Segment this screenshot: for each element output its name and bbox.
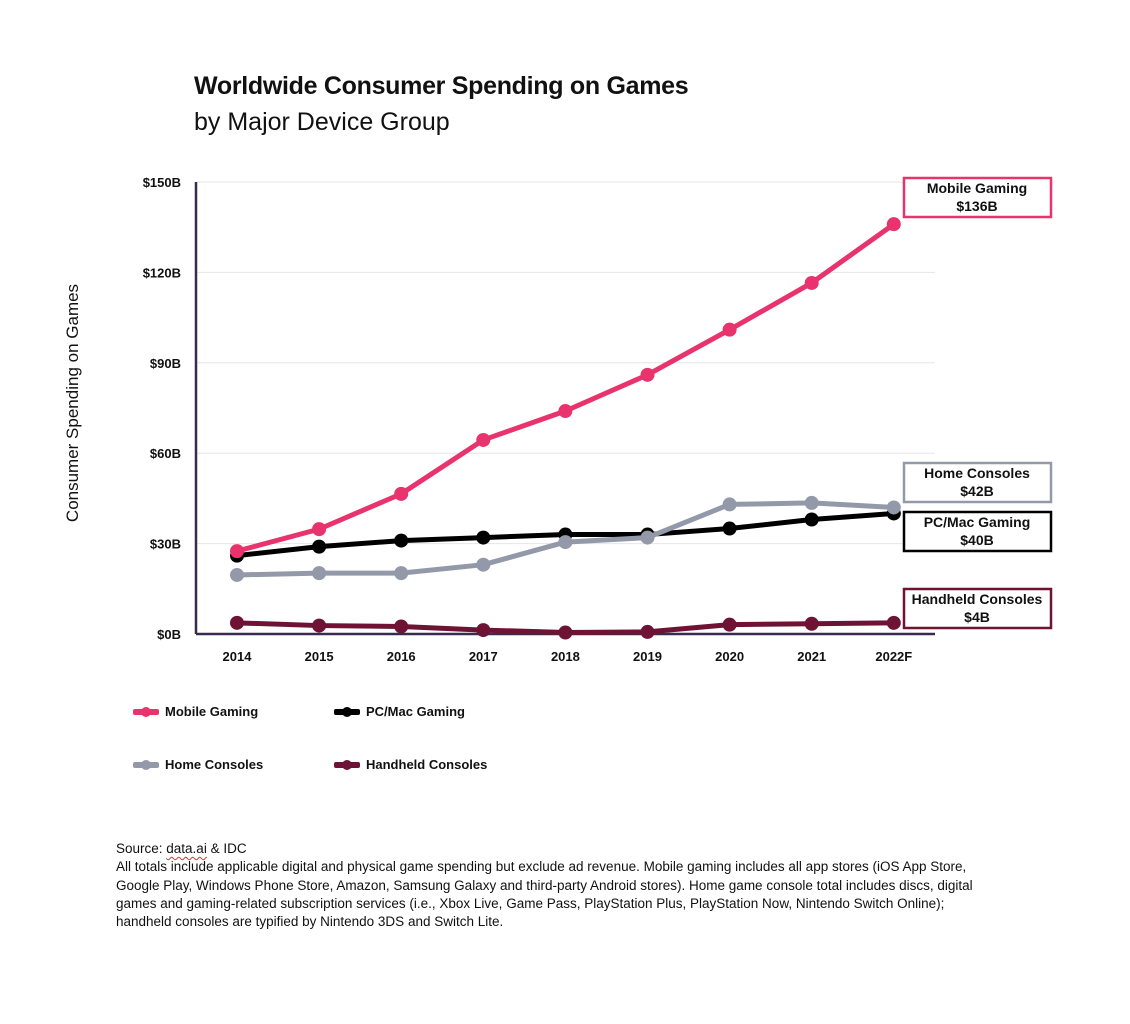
legend-item-mobile-gaming[interactable]: Mobile Gaming <box>133 704 258 719</box>
callout-box <box>902 510 1053 553</box>
series-mobile-gaming <box>230 217 901 559</box>
data-point <box>640 530 655 545</box>
data-point <box>640 624 655 639</box>
gridlines <box>196 181 935 545</box>
y-axis-ticks: $0B $30B $60B $90B $120B $150B <box>143 175 181 642</box>
chart-subtitle: by Major Device Group <box>194 108 450 136</box>
data-point <box>558 404 573 419</box>
data-point <box>394 486 409 501</box>
data-point <box>476 530 491 545</box>
x-tick-label: 2017 <box>469 649 498 664</box>
data-point <box>722 521 737 536</box>
data-point <box>230 544 244 559</box>
callout-label: Mobile Gaming <box>927 180 1027 196</box>
x-tick-label: 2018 <box>551 649 580 664</box>
callout-mobile-gaming: Mobile Gaming $136B <box>902 176 1053 219</box>
chart-title: Worldwide Consumer Spending on Games <box>194 72 689 100</box>
source-line: Source: data.ai & IDC <box>116 840 976 858</box>
callout-value: $4B <box>964 609 990 625</box>
data-point <box>230 615 244 630</box>
footnote: Source: data.ai & IDC All totals include… <box>116 840 976 931</box>
callout-pc-mac-gaming: PC/Mac Gaming $40B <box>902 510 1053 553</box>
data-point <box>886 615 901 630</box>
data-point <box>804 275 819 290</box>
callout-label: PC/Mac Gaming <box>924 514 1031 530</box>
legend-swatch-icon <box>334 759 360 770</box>
data-point <box>312 522 327 537</box>
callout-value: $136B <box>956 198 997 214</box>
data-point <box>476 557 491 572</box>
source-link[interactable]: data.ai <box>166 841 207 856</box>
x-tick-label: 2020 <box>715 649 744 664</box>
callouts: Mobile Gaming $136B Home Consoles $42B PC/Ma… <box>902 176 1053 630</box>
callout-value: $40B <box>960 532 993 548</box>
callout-box <box>902 587 1053 630</box>
footnote-body: All totals include applicable digital an… <box>116 859 973 930</box>
source-suffix: & IDC <box>206 841 247 856</box>
data-point <box>804 495 819 510</box>
data-point <box>312 618 327 633</box>
x-tick-label: 2019 <box>633 649 662 664</box>
data-point <box>640 367 655 382</box>
legend-swatch-icon <box>133 759 159 770</box>
legend-label: Handheld Consoles <box>366 757 488 772</box>
callout-box <box>902 176 1053 219</box>
callout-home-consoles: Home Consoles $42B <box>902 461 1053 504</box>
x-tick-label: 2022F <box>875 649 912 664</box>
data-point <box>476 623 491 638</box>
data-point <box>312 539 327 554</box>
line-chart: $0B$30B$60B$90B$120B$150B 2014 2015 2016 20… <box>143 175 1053 664</box>
x-tick-label: 2021 <box>797 649 826 664</box>
data-point <box>722 617 737 632</box>
x-tick-label: 2014 <box>223 649 253 664</box>
callout-label: Handheld Consoles <box>912 591 1043 607</box>
series-handheld-consoles <box>230 615 901 640</box>
data-point <box>476 432 491 447</box>
data-point <box>722 322 737 337</box>
legend-swatch-icon <box>334 706 360 717</box>
data-point <box>886 217 901 232</box>
y-tick-label: $150B <box>143 175 181 190</box>
data-point <box>394 619 409 634</box>
data-point <box>558 625 573 640</box>
y-tick-label: $60B <box>150 446 181 461</box>
callout-handheld-consoles: Handheld Consoles $4B <box>902 587 1053 630</box>
data-point <box>804 616 819 631</box>
data-point <box>886 500 901 515</box>
legend-label: Home Consoles <box>165 757 264 772</box>
data-point <box>722 497 737 512</box>
data-point <box>312 566 327 581</box>
legend-label: Mobile Gaming <box>165 704 259 719</box>
y-tick-label: $90B <box>150 356 181 371</box>
series-pc-mac-gaming <box>230 506 901 563</box>
x-tick-label: 2015 <box>305 649 334 664</box>
y-tick-label: $0B <box>157 627 181 642</box>
callout-box <box>902 461 1053 504</box>
legend-item-pc-mac-gaming[interactable]: PC/Mac Gaming <box>334 704 465 719</box>
series-lines <box>230 217 901 640</box>
callout-value: $42B <box>960 483 993 499</box>
data-point <box>394 533 409 548</box>
data-point <box>804 512 819 527</box>
y-tick-label: $30B <box>150 537 181 552</box>
legend-label: PC/Mac Gaming <box>366 704 465 719</box>
y-tick-label: $120B <box>143 265 181 280</box>
data-point <box>230 567 244 582</box>
series-home-consoles <box>230 495 901 582</box>
data-point <box>558 535 573 550</box>
callout-label: Home Consoles <box>924 465 1030 481</box>
legend-item-handheld-consoles[interactable]: Handheld Consoles <box>334 757 487 772</box>
legend-item-home-consoles[interactable]: Home Consoles <box>133 757 263 772</box>
data-point <box>394 566 409 581</box>
legend-swatch-icon <box>133 706 159 717</box>
x-tick-label: 2016 <box>387 649 416 664</box>
x-axis-ticks: 2014 2015 2016 2017 2018 2019 2020 2021 2022F <box>223 649 913 664</box>
source-prefix: Source: <box>116 841 167 856</box>
